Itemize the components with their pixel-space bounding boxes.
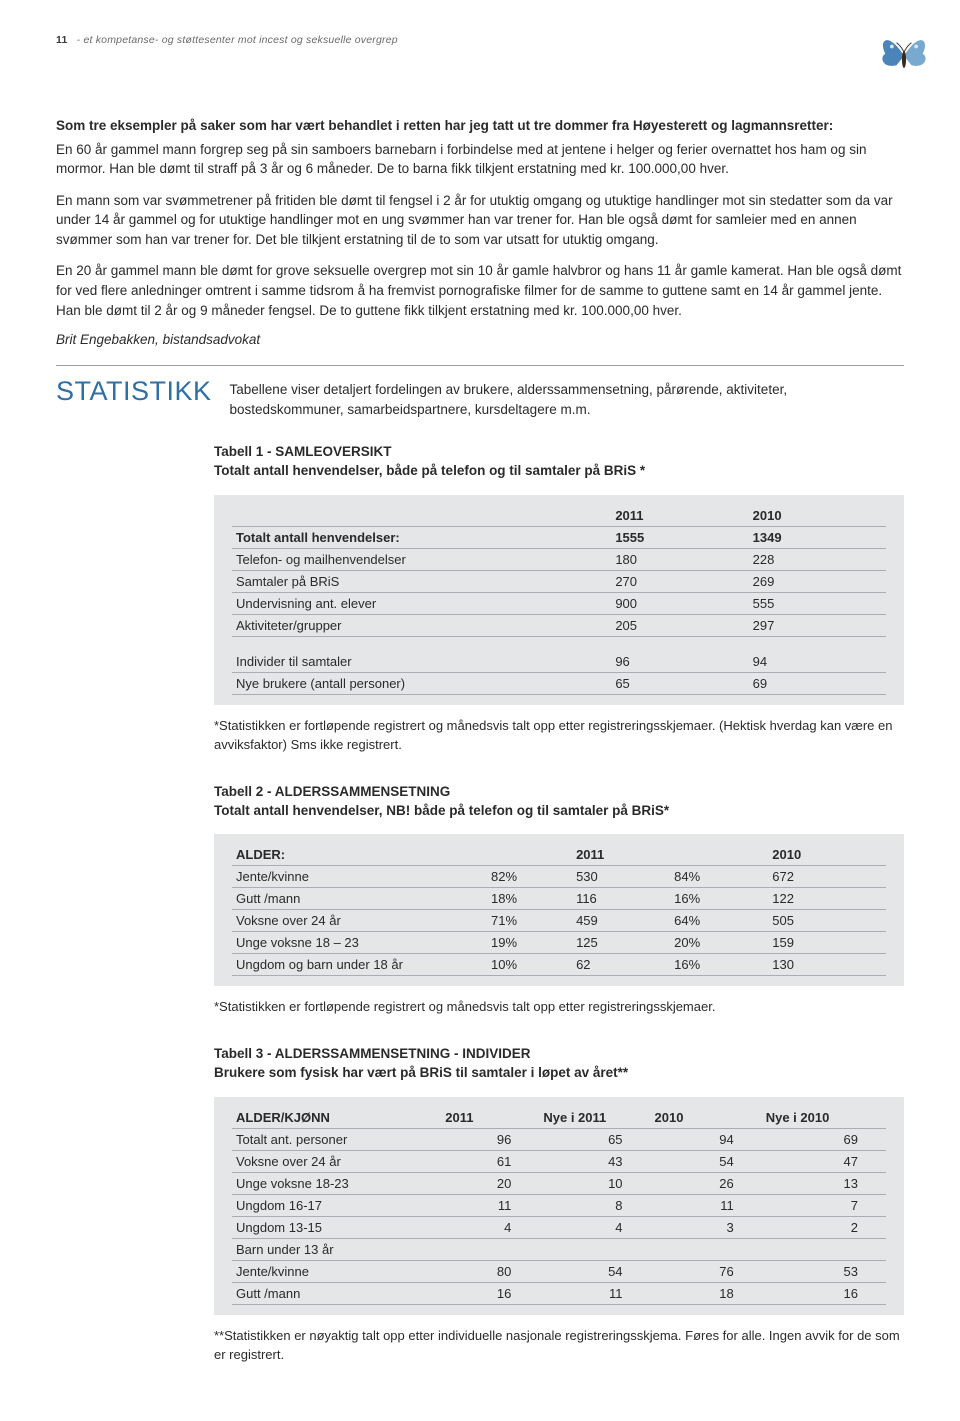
intro-lead: Som tre eksempler på saker som har vært … xyxy=(56,116,904,136)
statistikk-intro: Tabellene viser detaljert fordelingen av… xyxy=(230,376,904,419)
table1-title-text: Tabell 1 - SAMLEOVERSIKT xyxy=(214,444,392,459)
table-row: Voksne over 24 år61435447 xyxy=(232,1151,886,1173)
table-row: Barn under 13 år xyxy=(232,1239,886,1261)
table-row: Samtaler på BRiS270269 xyxy=(232,570,886,592)
table-row: Telefon- og mailhenvendelser180228 xyxy=(232,548,886,570)
table-row: Totalt antall henvendelser:15551349 xyxy=(232,526,886,548)
table-row: Nye brukere (antall personer)6569 xyxy=(232,672,886,694)
table-row: Gutt /mann18%11616%122 xyxy=(232,888,886,910)
table-row: Jente/kvinne82%53084%672 xyxy=(232,866,886,888)
table-row: Undervisning ant. elever900555 xyxy=(232,592,886,614)
table2-title: Tabell 2 - ALDERSSAMMENSETNING Totalt an… xyxy=(214,783,904,821)
table3-footnote: **Statistikken er nøyaktig talt opp ette… xyxy=(214,1327,904,1365)
running-header: 11 - et kompetanse- og støttesenter mot … xyxy=(56,34,904,46)
intro-para-2: En mann som var svømmetrener på fritiden… xyxy=(56,191,904,250)
table1-footnote: *Statistikken er fortløpende registrert … xyxy=(214,717,904,755)
intro-para-1: En 60 år gammel mann forgrep seg på sin … xyxy=(56,140,904,179)
author-line: Brit Engebakken, bistandsadvokat xyxy=(56,332,904,347)
table1: 2011 2010 Totalt antall henvendelser:155… xyxy=(232,505,886,695)
page-number: 11 xyxy=(56,34,68,46)
table1-title: Tabell 1 - SAMLEOVERSIKT Totalt antall h… xyxy=(214,443,904,481)
table2-subtitle-text: Totalt antall henvendelser, NB! både på … xyxy=(214,803,669,818)
table3: ALDER/KJØNN 2011 Nye i 2011 2010 Nye i 2… xyxy=(232,1107,886,1305)
table-row: ALDER: 2011 2010 xyxy=(232,844,886,866)
table-row: Unge voksne 18-2320102613 xyxy=(232,1173,886,1195)
table-row: Unge voksne 18 – 2319%12520%159 xyxy=(232,932,886,954)
table1-subtitle-text: Totalt antall henvendelser, både på tele… xyxy=(214,463,645,478)
table3-subtitle-text: Brukere som fysisk har vært på BRiS til … xyxy=(214,1065,628,1080)
table-row: 2011 2010 xyxy=(232,505,886,527)
header-subtitle: - et kompetanse- og støttesenter mot inc… xyxy=(77,34,398,46)
divider xyxy=(56,365,904,366)
table-row: Gutt /mann16111816 xyxy=(232,1283,886,1305)
table3-title-text: Tabell 3 - ALDERSSAMMENSETNING - INDIVID… xyxy=(214,1046,531,1061)
table-row: Ungdom 13-154432 xyxy=(232,1217,886,1239)
butterfly-icon xyxy=(876,26,932,82)
table2: ALDER: 2011 2010 Jente/kvinne82%53084%67… xyxy=(232,844,886,976)
table1-section: Tabell 1 - SAMLEOVERSIKT Totalt antall h… xyxy=(214,443,904,1365)
table-row: Ungdom og barn under 18 år10%6216%130 xyxy=(232,954,886,976)
table-row: Jente/kvinne80547653 xyxy=(232,1261,886,1283)
table-row: Totalt ant. personer96659469 xyxy=(232,1129,886,1151)
table1-wrap: 2011 2010 Totalt antall henvendelser:155… xyxy=(214,495,904,705)
table-row: Voksne over 24 år71%45964%505 xyxy=(232,910,886,932)
table-row: Aktiviteter/grupper205297 xyxy=(232,614,886,636)
table3-title: Tabell 3 - ALDERSSAMMENSETNING - INDIVID… xyxy=(214,1045,904,1083)
statistikk-label: STATISTIKK xyxy=(56,376,212,407)
table2-footnote: *Statistikken er fortløpende registrert … xyxy=(214,998,904,1017)
page: 11 - et kompetanse- og støttesenter mot … xyxy=(0,0,960,1421)
table-row: ALDER/KJØNN 2011 Nye i 2011 2010 Nye i 2… xyxy=(232,1107,886,1129)
table-row: Individer til samtaler9694 xyxy=(232,651,886,673)
table3-wrap: ALDER/KJØNN 2011 Nye i 2011 2010 Nye i 2… xyxy=(214,1097,904,1315)
intro-para-3: En 20 år gammel mann ble dømt for grove … xyxy=(56,261,904,320)
table-row: Ungdom 16-17118117 xyxy=(232,1195,886,1217)
table2-title-text: Tabell 2 - ALDERSSAMMENSETNING xyxy=(214,784,450,799)
table2-wrap: ALDER: 2011 2010 Jente/kvinne82%53084%67… xyxy=(214,834,904,986)
statistikk-header: STATISTIKK Tabellene viser detaljert for… xyxy=(56,376,904,419)
